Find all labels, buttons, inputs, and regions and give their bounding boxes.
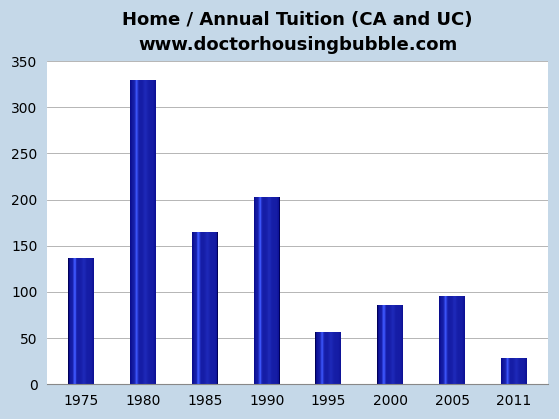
Title: Home / Annual Tuition (CA and UC)
www.doctorhousingbubble.com: Home / Annual Tuition (CA and UC) www.do… [122,11,473,54]
